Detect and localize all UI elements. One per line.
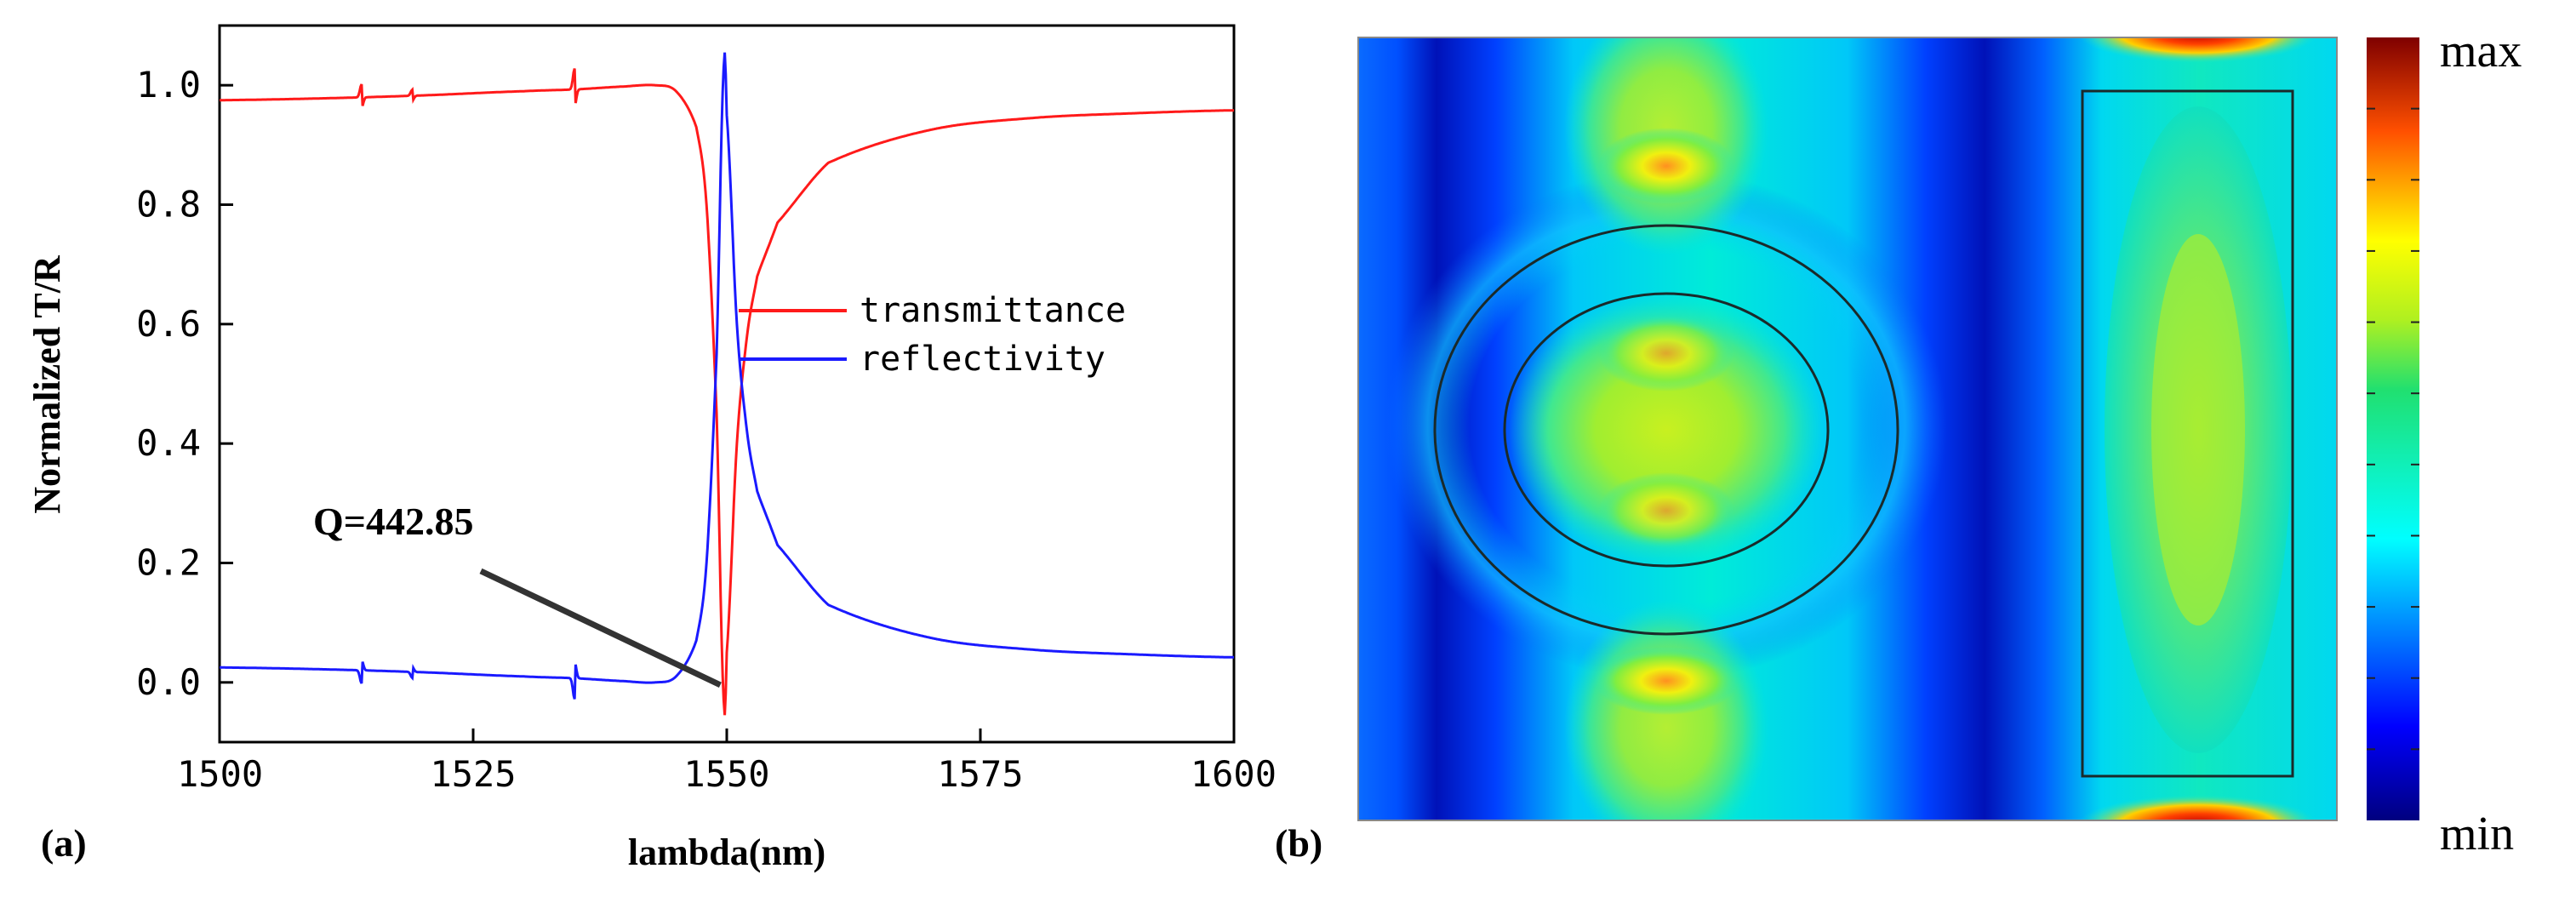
colorbar-ticks [2367,107,2419,751]
colorbar [2367,37,2419,820]
field-frame [1357,37,2338,821]
colorbar-max-label: max [2440,25,2522,77]
x-tick-label: 1550 [683,753,769,795]
y-axis-title: Normalized T/R [26,254,68,514]
legend-label-transmittance: transmittance [860,291,1126,330]
plot-frame [218,24,1236,744]
x-tick-label: 1600 [1191,753,1277,795]
y-tick-label: 0.0 [136,661,201,703]
series-line-reflectivity [220,52,1234,700]
panel-a-line-chart: 0.00.20.40.60.81.0 1500 1525 1550 1575 1600 … [26,24,1277,873]
x-tick-label: 1575 [937,753,1023,795]
y-tick-label: 0.6 [136,303,201,345]
x-axis-title: lambda(nm) [628,831,825,873]
y-tick-label: 0.8 [136,184,201,226]
panel-label-b: (b) [1275,821,1322,865]
x-tick-label: 1525 [430,753,516,795]
y-tick-label: 0.2 [136,542,201,584]
y-axis: 0.0 0.2 0.4 0.6 0.8 1.0 [136,64,233,703]
panel-label-a: (a) [41,821,87,865]
rectangle-outline [2081,89,2294,778]
colorbar-min-label: min [2440,808,2514,860]
y-tick-label: 1.0 [136,64,201,106]
q-factor-annotation: Q=442.85 [313,500,474,543]
y-tick-label: 0.4 [136,422,201,464]
series-line-transmittance [220,68,1234,716]
annotation-pointer-line [479,568,722,688]
panel-b-field-map: max min (b) [1275,25,2522,865]
field-intensity-heatmap [1358,37,2337,820]
legend: transmittance reflectivity [739,291,1126,379]
inner-ring-outline [1503,292,1830,568]
legend-label-reflectivity: reflectivity [860,340,1105,379]
x-axis: 1500 1525 1550 1575 1600 [177,728,1277,795]
x-tick-label: 1500 [177,753,263,795]
outer-ring-outline [1433,224,1899,636]
